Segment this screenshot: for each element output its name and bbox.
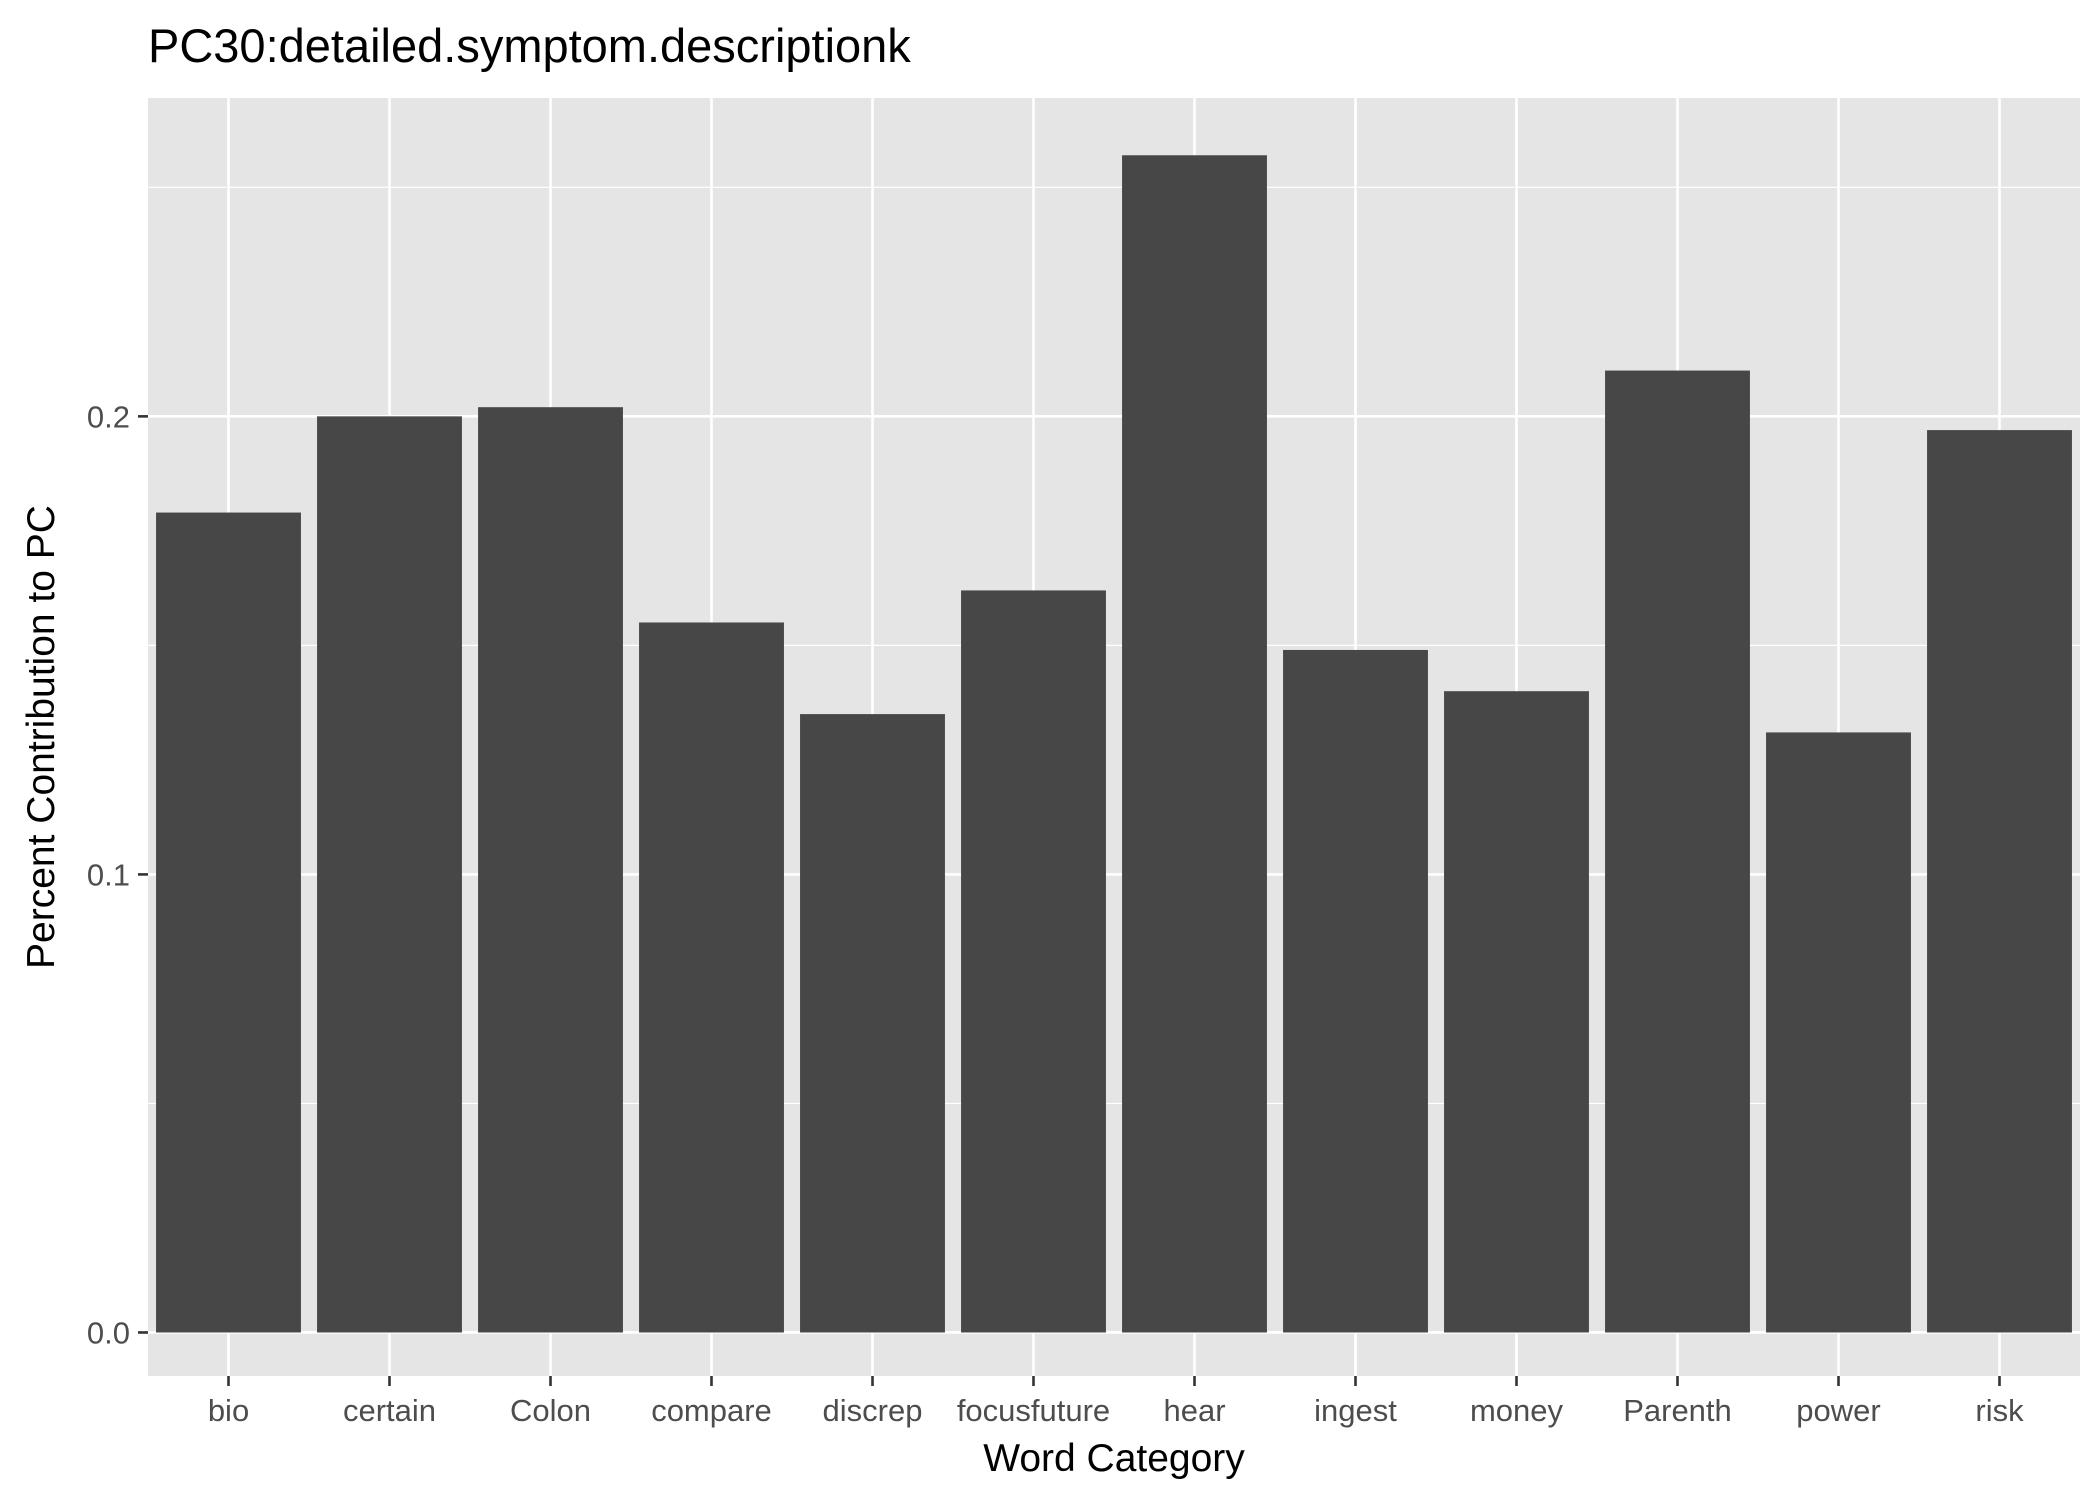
y-tick-label: 0.1: [87, 857, 130, 892]
bar-hear: [1122, 155, 1267, 1333]
y-axis-ticks: 0.0 0.1 0.2: [87, 399, 148, 1350]
y-tick-label: 0.2: [87, 399, 130, 434]
bar-colon: [478, 407, 623, 1333]
bar-power: [1766, 732, 1911, 1333]
x-tick-label: compare: [651, 1393, 772, 1428]
bar-ingest: [1283, 649, 1428, 1333]
x-axis-ticks: bio certain Colon compare discrep focusfuture…: [208, 1376, 2024, 1428]
x-tick-label: hear: [1163, 1393, 1225, 1428]
minor-gridlines: [148, 186, 2080, 1105]
plot-panel: [148, 98, 2080, 1376]
bar-compare: [639, 622, 784, 1333]
x-tick-label: discrep: [823, 1393, 923, 1428]
x-tick-label: money: [1470, 1393, 1564, 1428]
x-tick-label: focusfuture: [957, 1393, 1110, 1428]
x-tick-label: bio: [208, 1393, 249, 1428]
x-tick-label: Parenth: [1623, 1393, 1732, 1428]
y-tick-label: 0.0: [87, 1315, 130, 1350]
bar-money: [1444, 691, 1589, 1333]
x-tick-label: risk: [1975, 1393, 2024, 1428]
bar-bio: [156, 512, 301, 1333]
chart-title: PC30:detailed.symptom.descriptionk: [148, 19, 911, 72]
bar-risk: [1927, 430, 2072, 1333]
x-tick-label: ingest: [1314, 1393, 1397, 1428]
bar-parenth: [1605, 370, 1750, 1333]
bars: [156, 155, 2072, 1333]
bar-focusfuture: [961, 590, 1106, 1333]
x-tick-label: Colon: [510, 1393, 591, 1428]
x-tick-label: power: [1796, 1393, 1880, 1428]
x-tick-label: certain: [343, 1393, 436, 1428]
bar-discrep: [800, 714, 945, 1333]
y-axis-title: Percent Contribution to PC: [20, 505, 63, 969]
bar-certain: [317, 416, 462, 1333]
x-axis-title: Word Category: [983, 1437, 1245, 1480]
